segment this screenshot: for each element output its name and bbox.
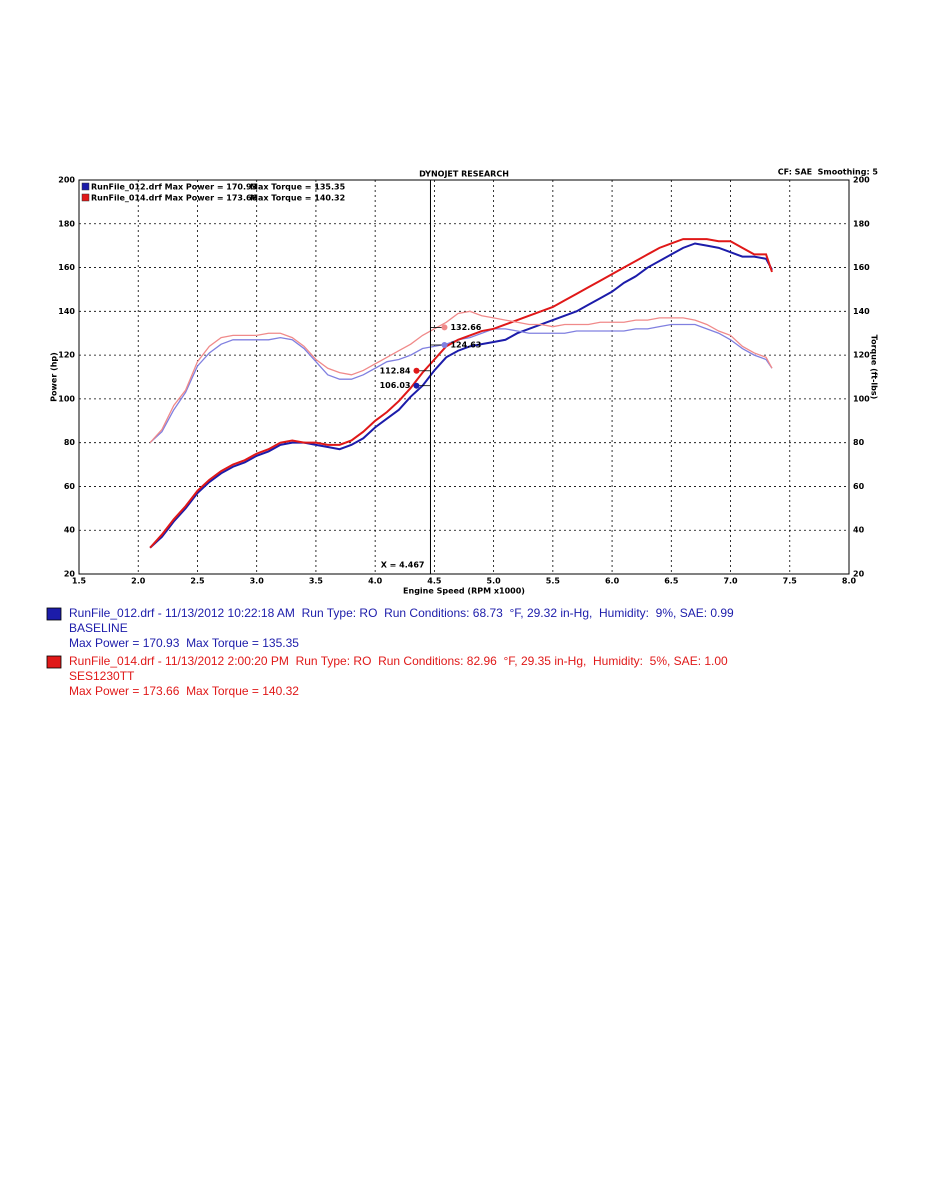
run-header: RunFile_014.drf - 11/13/2012 2:00:20 PM … [69,654,728,668]
legend-label: RunFile_012.drf Max Power = 170.93 [91,183,257,192]
y-tick-label: 160 [58,263,75,272]
chart-title: DYNOJET RESEARCH [419,170,509,179]
x-tick-label: 3.5 [309,577,324,586]
y2-tick-label: 180 [853,219,870,228]
run-swatch [46,655,62,669]
x-tick-label: 3.0 [250,577,265,586]
y2-tick-label: 20 [853,570,865,579]
x-tick-label: 7.0 [723,577,738,586]
run-summary: Max Power = 173.66 Max Torque = 140.32 [69,684,299,698]
chart-subtitle: CF: SAE Smoothing: 5 [778,168,879,177]
run-label: BASELINE [69,621,128,635]
y-tick-label: 20 [64,570,76,579]
run-swatch [46,607,62,621]
y-tick-label: 60 [64,482,76,491]
plot-border [78,179,850,575]
series-line [149,310,773,444]
cursor-label: X = 4.467 [381,561,425,570]
series-line [149,238,773,549]
y2-tick-label: 100 [853,394,870,403]
legend-label: Max Torque = 135.35 [250,183,346,192]
x-tick-label: 4.0 [368,577,383,586]
cursor-value: 112.84 [380,366,411,375]
legend-swatch [81,193,90,202]
cursor-marker [413,382,420,389]
y-tick-label: 200 [58,176,75,185]
x-tick-label: 5.5 [546,577,561,586]
x-tick-label: 2.0 [131,577,146,586]
legend-swatch [81,182,90,191]
y2-tick-label: 40 [853,526,865,535]
legend-label: RunFile_014.drf Max Power = 173.66 [91,194,258,203]
run-summary: Max Power = 170.93 Max Torque = 135.35 [69,636,299,650]
x-tick-label: 6.5 [664,577,679,586]
x-tick-label: 8.0 [842,577,857,586]
cursor-marker [413,367,420,374]
y-tick-label: 80 [64,438,76,447]
y2-tick-label: 120 [853,351,870,360]
x-tick-label: 1.5 [72,577,87,586]
cursor-marker [441,324,448,331]
x-tick-label: 5.0 [487,577,502,586]
y-tick-label: 120 [58,351,75,360]
x-tick-label: 2.5 [190,577,205,586]
y2-tick-label: 160 [853,263,870,272]
run-header: RunFile_012.drf - 11/13/2012 10:22:18 AM… [69,606,734,620]
cursor-value: 124.63 [450,340,481,349]
y2-tick-label: 200 [853,176,870,185]
series-line [149,242,773,549]
y2-tick-label: 80 [853,438,865,447]
run-label: SES1230TT [69,669,135,683]
x-tick-label: 4.5 [427,577,442,586]
y-tick-label: 140 [58,307,75,316]
y-tick-label: 40 [64,526,76,535]
y-tick-label: 100 [58,394,75,403]
legend-label: Max Torque = 140.32 [250,194,345,203]
series-line [149,323,773,444]
y2-axis-label: Torque (ft-lbs) [870,335,879,400]
cursor-value: 106.03 [380,381,411,390]
x-tick-label: 7.5 [783,577,798,586]
y-axis-label: Power (hp) [50,352,59,402]
y2-tick-label: 60 [853,482,865,491]
x-axis-label: Engine Speed (RPM x1000) [403,587,525,596]
y2-tick-label: 140 [853,307,870,316]
x-tick-label: 6.0 [605,577,620,586]
cursor-value: 132.66 [450,323,481,332]
y-tick-label: 180 [58,219,75,228]
cursor-marker [441,341,448,348]
